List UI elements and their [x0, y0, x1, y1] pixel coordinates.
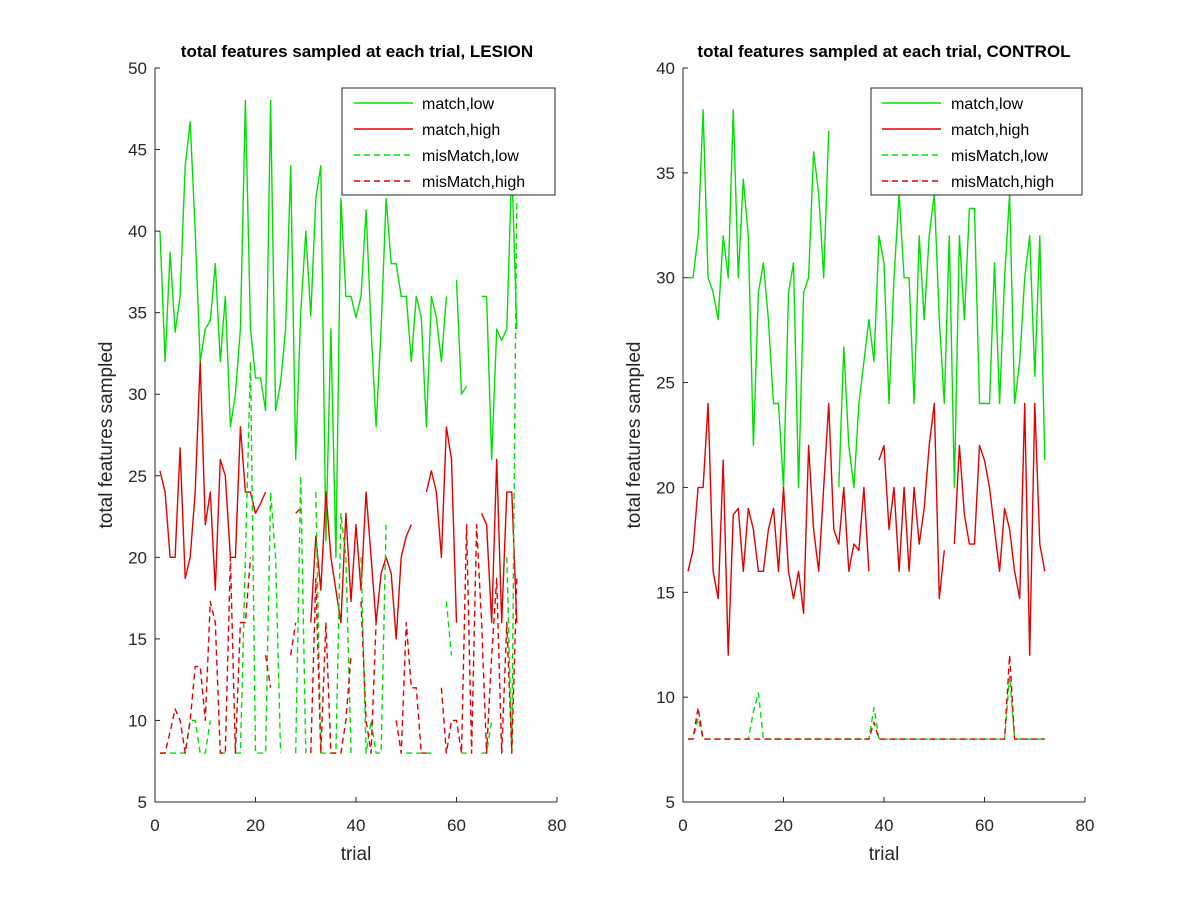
y-tick-label: 10 — [656, 688, 675, 707]
axes-control: total features sampled at each trial, CO… — [624, 42, 1094, 865]
plot-area — [687, 109, 1046, 740]
y-tick-label: 5 — [666, 793, 675, 812]
x-tick-label: 60 — [447, 816, 466, 835]
y-tick-label: 25 — [656, 374, 675, 393]
chart-title: total features sampled at each trial, CO… — [697, 42, 1070, 61]
x-axis-label: trial — [869, 844, 900, 865]
x-tick-label: 20 — [246, 816, 265, 835]
series-line-3 — [688, 654, 1045, 740]
legend-label-0: match,low — [422, 96, 494, 113]
x-tick-label: 40 — [875, 816, 894, 835]
x-tick-label: 20 — [774, 816, 793, 835]
y-tick-label: 25 — [128, 467, 147, 486]
x-tick-label: 60 — [975, 816, 994, 835]
legend-label-1: match,high — [951, 122, 1029, 139]
y-tick-label: 50 — [128, 59, 147, 78]
x-tick-label: 80 — [548, 816, 567, 835]
y-tick-label: 35 — [128, 304, 147, 323]
plot-area — [159, 99, 518, 754]
y-tick-label: 5 — [138, 793, 147, 812]
series-line-3 — [160, 524, 518, 754]
y-tick-label: 15 — [656, 583, 675, 602]
series-line-1 — [159, 360, 518, 640]
y-tick-label: 10 — [128, 711, 147, 730]
legend-label-2: misMatch,low — [951, 148, 1048, 165]
series-line-0 — [688, 109, 1046, 489]
legend-label-3: misMatch,high — [422, 174, 525, 191]
y-axis-label: total features sampled — [624, 342, 645, 529]
y-axis-label: total features sampled — [96, 342, 117, 529]
y-tick-label: 20 — [656, 478, 675, 497]
y-tick-label: 40 — [128, 222, 147, 241]
axes-lesion: total features sampled at each trial, LE… — [96, 42, 566, 865]
legend: match,low match,high misMatch,low misMat… — [341, 87, 556, 196]
legend-box — [870, 87, 1083, 196]
legend-box — [341, 87, 556, 196]
y-tick-label: 20 — [128, 548, 147, 567]
y-tick-label: 30 — [656, 269, 675, 288]
y-tick-label: 40 — [656, 59, 675, 78]
y-tick-label: 15 — [128, 630, 147, 649]
series-line-1 — [687, 402, 1046, 656]
y-tick-label: 30 — [128, 385, 147, 404]
y-tick-label: 45 — [128, 141, 147, 160]
series-line-2 — [688, 675, 1045, 740]
legend-label-2: misMatch,low — [422, 148, 519, 165]
x-axis-label: trial — [341, 844, 372, 865]
axis-ticks: 0 20 40 60 80 5 10 15 20 25 30 35 40 — [656, 59, 1094, 835]
legend-label-3: misMatch,high — [951, 174, 1054, 191]
legend: match,low match,high misMatch,low misMat… — [870, 87, 1083, 196]
legend-label-0: match,low — [951, 96, 1023, 113]
x-tick-label: 0 — [678, 816, 687, 835]
chart-title: total features sampled at each trial, LE… — [181, 42, 533, 61]
x-tick-label: 80 — [1076, 816, 1095, 835]
y-tick-label: 35 — [656, 164, 675, 183]
legend-label-1: match,high — [422, 122, 500, 139]
x-tick-label: 0 — [150, 816, 159, 835]
x-tick-label: 40 — [347, 816, 366, 835]
axis-ticks: 0 20 40 60 80 5 10 15 20 25 30 35 40 45 50 — [128, 59, 566, 835]
